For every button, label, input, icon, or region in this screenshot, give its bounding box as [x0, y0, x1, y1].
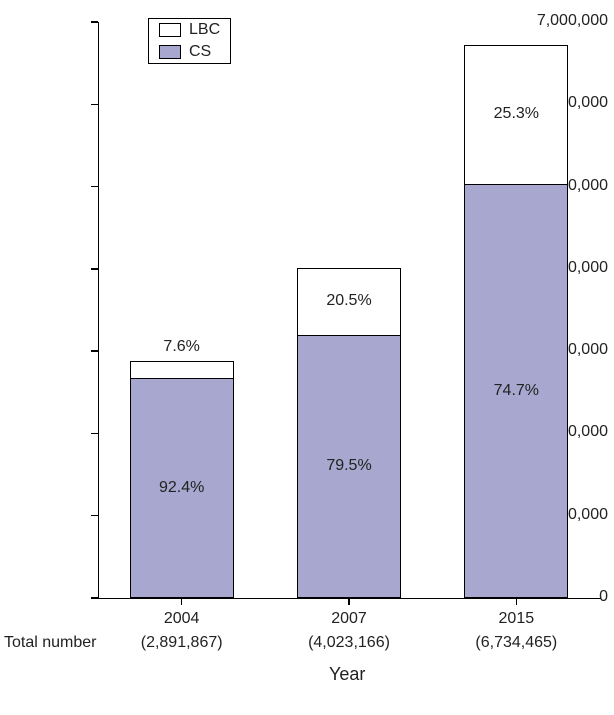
- x-tick-label-total: (6,734,465): [475, 634, 557, 652]
- x-tick: [181, 598, 183, 605]
- total-number-row-label: Total number: [4, 634, 97, 652]
- x-tick-label-total: (4,023,166): [308, 634, 390, 652]
- x-tick-label-year: 2007: [331, 610, 367, 628]
- bar-label-cs: 92.4%: [159, 479, 204, 497]
- y-tick: [91, 21, 98, 23]
- chart-container: LBC CS Year Total number 01,000,0002,000…: [0, 0, 614, 715]
- y-tick: [91, 268, 98, 270]
- bar-label-lbc: 20.5%: [326, 292, 371, 310]
- x-tick: [516, 598, 518, 605]
- legend-swatch-cs: [159, 45, 181, 59]
- bar-label-lbc: 7.6%: [163, 338, 199, 356]
- y-tick: [91, 433, 98, 435]
- legend-swatch-lbc: [159, 23, 181, 37]
- y-tick: [91, 515, 98, 517]
- bar-label-lbc: 25.3%: [494, 105, 539, 123]
- legend-item-lbc: LBC: [149, 19, 230, 41]
- legend-label-lbc: LBC: [189, 21, 220, 39]
- bar-label-cs: 79.5%: [326, 457, 371, 475]
- bar-label-cs: 74.7%: [494, 382, 539, 400]
- x-tick: [348, 598, 350, 605]
- y-tick-label: 7,000,000: [519, 12, 608, 30]
- legend: LBC CS: [148, 18, 231, 64]
- legend-label-cs: CS: [189, 43, 211, 61]
- y-tick: [91, 186, 98, 188]
- y-tick: [91, 597, 98, 599]
- bar-lbc: [130, 361, 234, 379]
- x-tick-label-year: 2015: [499, 610, 535, 628]
- x-tick-label-year: 2004: [164, 610, 200, 628]
- y-tick: [91, 104, 98, 106]
- legend-item-cs: CS: [149, 41, 230, 63]
- x-tick-label-total: (2,891,867): [141, 634, 223, 652]
- y-tick: [91, 350, 98, 352]
- x-axis-title: Year: [329, 664, 365, 685]
